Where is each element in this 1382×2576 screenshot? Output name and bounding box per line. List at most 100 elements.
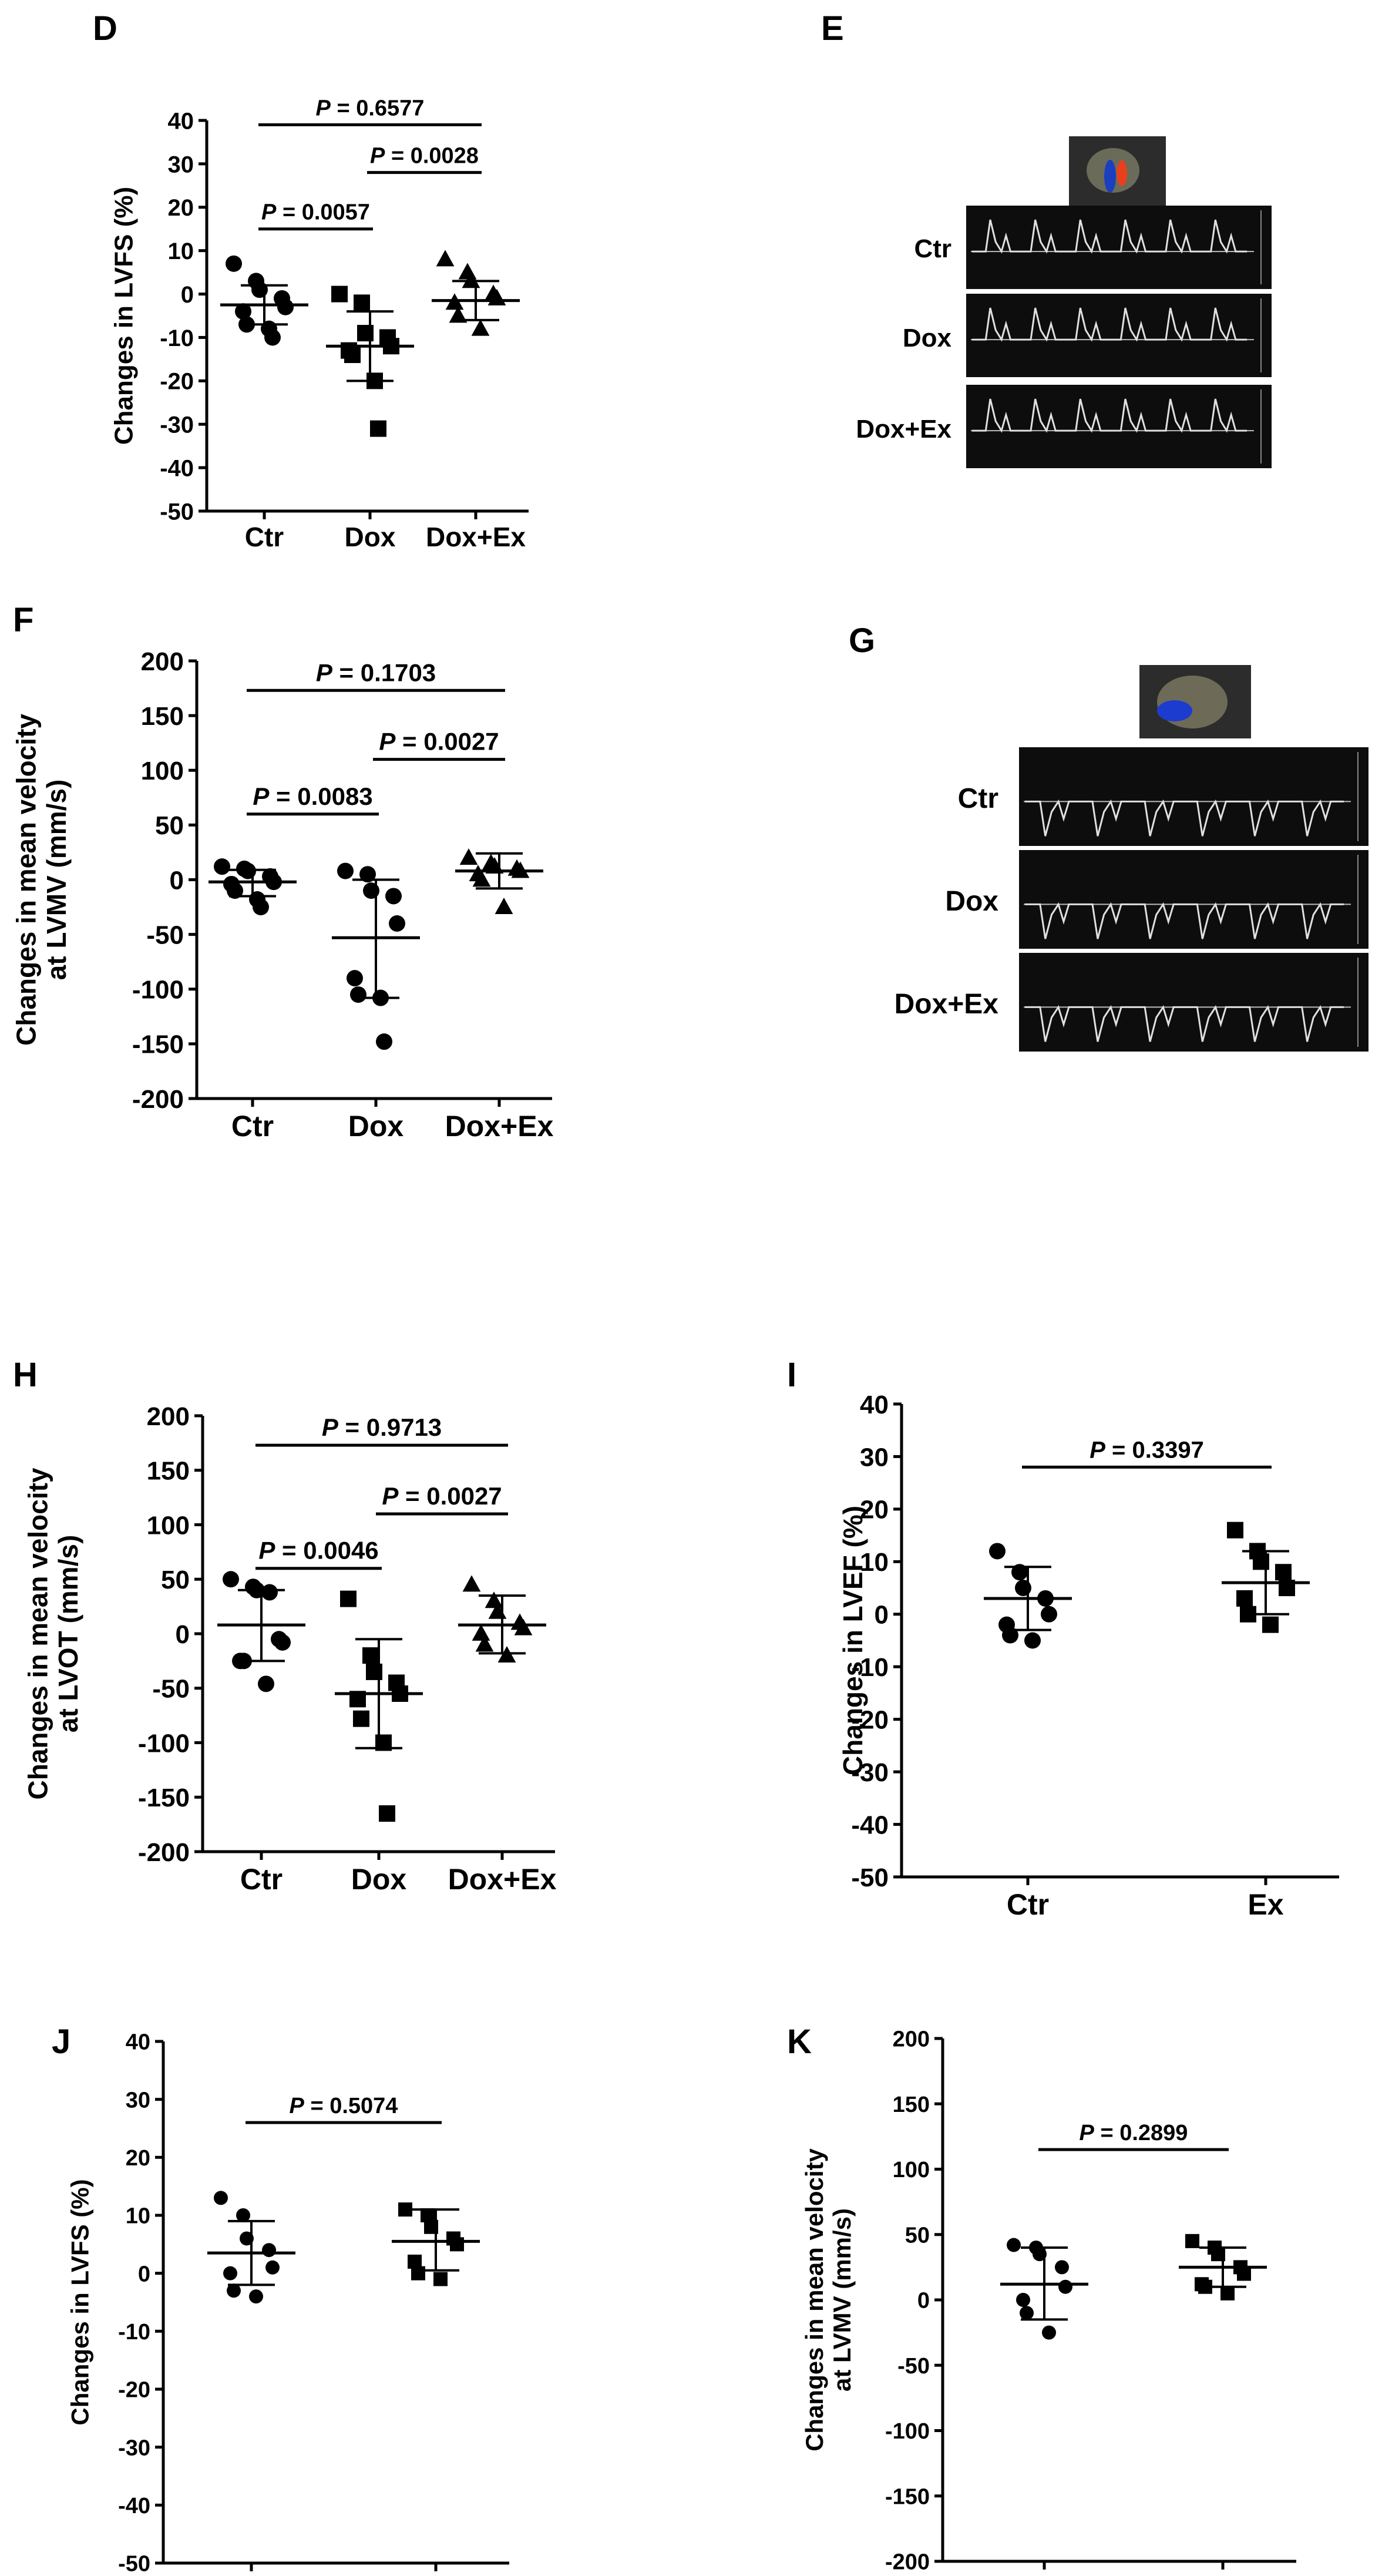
- chart-panel-i: 40 30 20 10 0 -10 -20 -30 -40 -50 Ctr Ex Changes in …: [838, 1391, 1339, 1921]
- y-tick-label: -100: [885, 2419, 930, 2444]
- y-tick-label: 100: [147, 1511, 190, 1540]
- echo-label-dox: Dox: [903, 324, 952, 352]
- p-value-label: P = 0.0027: [379, 728, 499, 755]
- y-axis-label-line: Changes in LVFS (%): [109, 187, 138, 445]
- x-tick-label: Dox+Ex: [445, 1110, 554, 1143]
- p-value: = 0.1703: [332, 659, 436, 686]
- data-point: [350, 986, 366, 1003]
- y-tick-label: -40: [851, 1811, 889, 1839]
- data-point: [1220, 2286, 1235, 2300]
- y-tick-label: -200: [138, 1838, 190, 1867]
- p-symbol: P: [261, 200, 277, 225]
- data-point: [235, 303, 251, 320]
- p-symbol: P: [379, 728, 396, 755]
- y-tick-label: -100: [132, 976, 184, 1005]
- y-tick-label: 50: [161, 1566, 190, 1594]
- data-point: [411, 2266, 425, 2281]
- y-axis-label: Changes in mean velocity at LVOT (mm/s): [22, 1467, 83, 1799]
- y-tick-label: -50: [118, 2552, 150, 2576]
- y-tick-label: -20: [118, 2378, 150, 2403]
- data-point: [265, 2260, 280, 2275]
- data-point: [227, 2283, 241, 2298]
- y-axis-label-line: Changes in mean velocity: [11, 714, 41, 1046]
- y-tick-label: 0: [138, 2262, 150, 2286]
- panel-letter-h: H: [13, 1356, 38, 1394]
- data-point: [495, 897, 513, 914]
- data-point: [249, 2289, 263, 2304]
- y-tick-label: -10: [118, 2320, 150, 2345]
- p-symbol: P: [253, 782, 270, 810]
- p-value-label: P = 0.3397: [1090, 1437, 1204, 1463]
- panel-letter-j: J: [52, 2023, 70, 2061]
- y-axis-label-line: at LVMV (mm/s): [828, 2208, 856, 2392]
- echo-panel-g: Ctr Dox Dox+Ex: [895, 665, 1368, 1052]
- data-point: [376, 1033, 392, 1050]
- y-tick-label: -30: [118, 2436, 150, 2460]
- doppler-strip-dox-ex: [966, 385, 1272, 468]
- p-value: = 0.0083: [269, 782, 372, 810]
- data-point: [485, 1591, 503, 1608]
- y-axis-label: Changes in LVEF (%): [838, 1506, 868, 1775]
- p-symbol: P: [290, 2094, 305, 2118]
- data-point: [379, 1805, 395, 1822]
- p-value-label: P = 0.2899: [1080, 2121, 1188, 2145]
- x-tick-label: Ctr: [240, 1863, 283, 1896]
- x-tick-label: Dox: [345, 522, 396, 552]
- data-point: [989, 1543, 1006, 1560]
- p-symbol: P: [1080, 2121, 1095, 2145]
- p-value: = 0.0057: [276, 200, 370, 225]
- y-tick-label: 30: [168, 152, 194, 177]
- y-tick-label: -50: [152, 1675, 190, 1704]
- p-symbol: P: [370, 144, 385, 169]
- data-point: [459, 848, 478, 865]
- y-axis-label-line: Changes in mean velocity: [801, 2148, 828, 2451]
- y-tick-label: 40: [126, 2030, 150, 2055]
- y-tick-label: 30: [860, 1443, 889, 1472]
- doppler-strip-ctr: [966, 206, 1272, 289]
- y-tick-label: 150: [141, 702, 184, 731]
- y-tick-label: 20: [168, 195, 194, 221]
- p-value-label: P = 0.1703: [316, 659, 436, 686]
- y-axis-label: Changes in LVFS (%): [109, 187, 138, 445]
- x-tick-label: Dox: [351, 1863, 407, 1896]
- p-value: = 0.2899: [1094, 2121, 1188, 2145]
- panel-letter-i: I: [787, 1356, 796, 1394]
- doppler-waveform: [1025, 1005, 1344, 1042]
- flow-jet-blue: [1157, 700, 1192, 721]
- y-tick-label: -150: [885, 2484, 930, 2509]
- data-point: [223, 2266, 237, 2281]
- y-tick-label: -10: [851, 1653, 889, 1682]
- p-value: = 0.0028: [385, 144, 479, 169]
- data-point: [472, 870, 491, 887]
- y-tick-label: 50: [905, 2223, 930, 2248]
- x-tick-label: Ctr: [231, 1110, 274, 1143]
- echo-label-dox-ex: Dox+Ex: [856, 415, 951, 444]
- data-point: [274, 1634, 291, 1651]
- data-point: [223, 1571, 239, 1588]
- y-tick-label: 100: [893, 2158, 930, 2182]
- p-value: = 0.5074: [304, 2094, 398, 2118]
- p-value-label: P = 0.6577: [316, 96, 425, 120]
- y-axis-label: Changes in mean velocity at LVMV (mm/s): [801, 2148, 856, 2451]
- echo-label-ctr: Ctr: [914, 234, 951, 263]
- data-point: [359, 866, 376, 883]
- data-point: [449, 306, 468, 323]
- data-point: [354, 294, 370, 311]
- y-tick-label: 0: [170, 866, 184, 895]
- p-value: = 0.9713: [338, 1413, 442, 1441]
- data-point: [385, 888, 402, 905]
- p-symbol: P: [316, 659, 333, 686]
- data-point: [450, 2237, 464, 2252]
- data-point: [258, 1675, 274, 1692]
- panel-letter-k: K: [787, 2023, 812, 2061]
- data-point: [471, 319, 490, 336]
- x-tick-label: Dox+Ex: [448, 1863, 557, 1896]
- p-value-label: P = 0.0027: [382, 1482, 502, 1510]
- data-point: [262, 2243, 276, 2258]
- x-tick-label: Dox: [348, 1110, 404, 1143]
- p-value-label: P = 0.0028: [370, 144, 479, 169]
- data-point: [277, 298, 294, 315]
- p-value: = 0.6577: [331, 96, 425, 120]
- y-tick-label: -200: [885, 2550, 930, 2575]
- chart-panel-j: 40 30 20 10 0 -10 -20 -30 -40 -50 Ctr Ex Changes in …: [66, 2030, 509, 2576]
